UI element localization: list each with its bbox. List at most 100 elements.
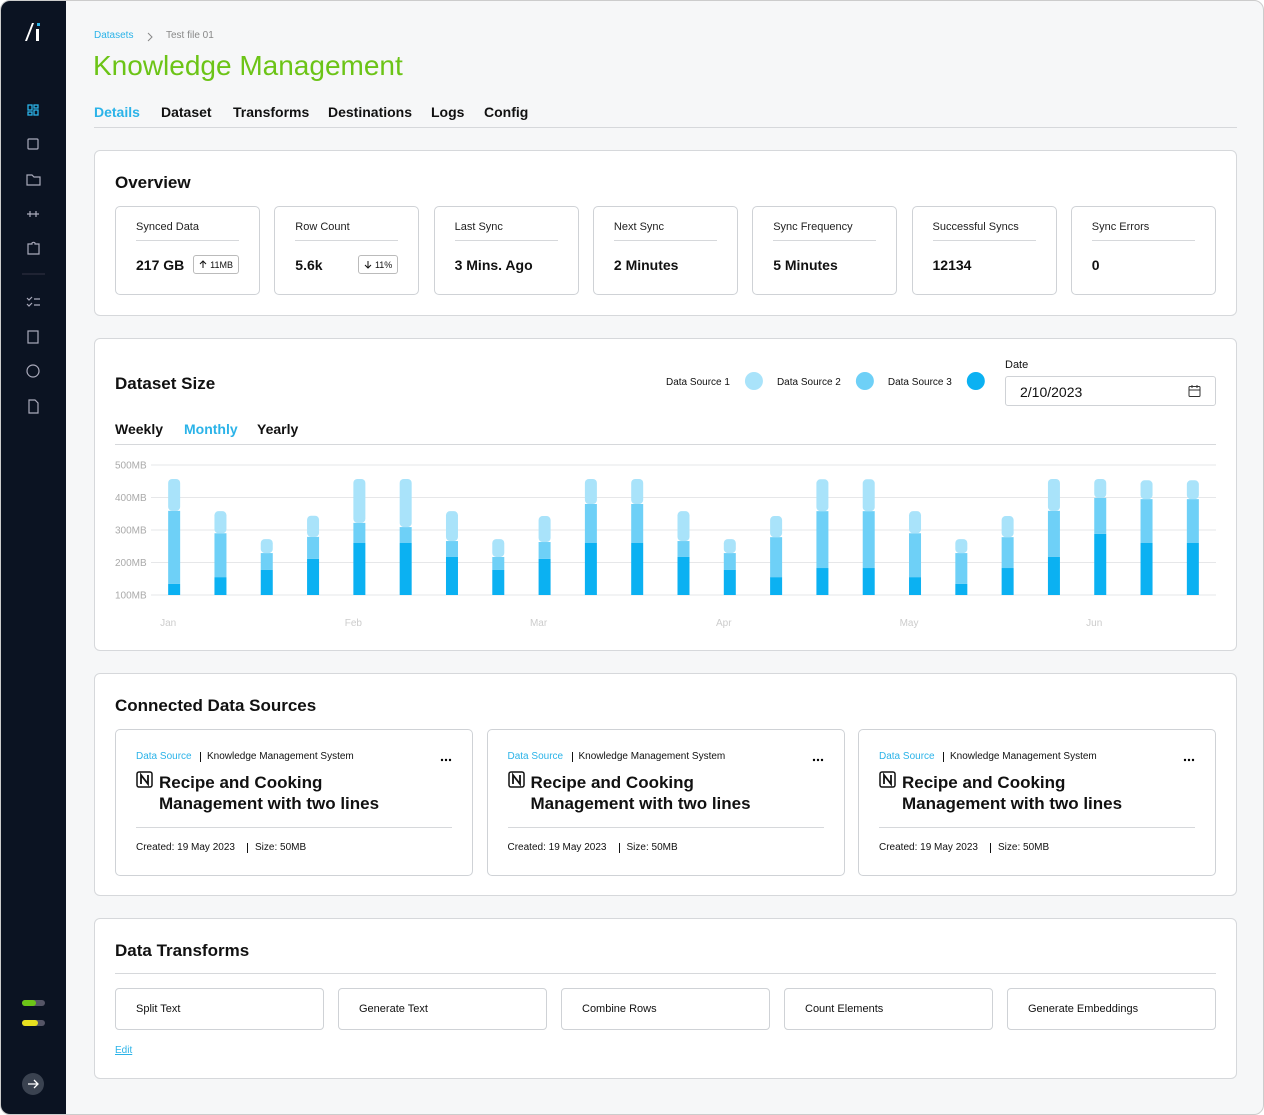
transform-chip[interactable]: Count Elements — [784, 988, 993, 1030]
tab[interactable]: Dataset — [161, 104, 212, 120]
page-title: Knowledge Management — [93, 50, 403, 81]
badge-text: 11% — [374, 259, 393, 270]
stat-rule — [932, 240, 1036, 241]
sources-card: Connected Data Sources Data Source Knowle… — [94, 673, 1237, 896]
stat-value: 2 Minutes — [613, 257, 679, 273]
stat-value: 5.6k — [295, 257, 323, 273]
source-name: Recipe and Cooking Management with two l… — [159, 773, 380, 813]
stat-label: Last Sync — [454, 221, 503, 233]
more-icon — [1183, 758, 1195, 762]
stat-value: 5 Minutes — [773, 257, 838, 273]
rule — [136, 827, 452, 828]
separator — [943, 752, 944, 762]
tab[interactable]: Logs — [431, 104, 465, 120]
stat-card: Next Sync 2 Minutes — [592, 206, 738, 295]
date-value: 2/10/2023 — [1020, 384, 1083, 400]
stat-card: Last Sync 3 Mins. Ago — [433, 206, 579, 295]
stat-card: Synced Data 217 GB 11MB — [115, 206, 260, 295]
stat-rule — [454, 240, 558, 241]
notion-icon — [507, 771, 526, 794]
separator — [571, 752, 573, 762]
separator — [247, 843, 248, 853]
arrow-up — [199, 260, 207, 268]
stat-rule — [613, 240, 717, 241]
more-menu[interactable] — [812, 750, 824, 768]
tab[interactable]: Destinations — [328, 104, 413, 120]
stat-card: Sync Frequency 5 Minutes — [752, 206, 898, 295]
source-card[interactable]: Data Source Knowledge Management System Re… — [486, 729, 845, 876]
more-menu[interactable] — [1183, 750, 1195, 768]
nav-tasks[interactable] — [26, 296, 40, 307]
source-size: Size: 50MB — [626, 842, 678, 853]
transform-chip[interactable]: Generate Text — [338, 988, 547, 1030]
period-tab[interactable]: Yearly — [257, 421, 299, 437]
nav-list[interactable] — [27, 330, 39, 344]
source-type: Data Source — [136, 751, 192, 762]
arrow-down — [364, 261, 372, 269]
toggle-fill — [22, 1020, 38, 1026]
stat-value: 0 — [1091, 257, 1100, 273]
source-created: Created: 19 May 2023 — [136, 842, 235, 853]
logo — [25, 23, 39, 41]
tab-active[interactable]: Details — [94, 104, 140, 120]
sidebar-icons — [22, 23, 45, 1095]
more-menu[interactable] — [440, 750, 452, 768]
more-icon — [440, 758, 452, 762]
arrow-icon — [28, 1079, 39, 1089]
more-icon — [812, 758, 823, 762]
nav-dashboard[interactable] — [27, 104, 39, 116]
date-label: Date — [1005, 359, 1029, 371]
nav-grid[interactable] — [27, 138, 39, 150]
chart-title: Dataset Size — [115, 374, 216, 393]
stat-value: 12134 — [932, 257, 972, 273]
separator — [200, 752, 201, 762]
nav-pipeline[interactable] — [27, 211, 39, 217]
source-card[interactable]: Data Source Knowledge Management System Re… — [115, 729, 473, 876]
source-size: Size: 50MB — [998, 842, 1050, 853]
separator — [990, 843, 991, 853]
separator — [618, 843, 620, 853]
period-tab-active[interactable]: Monthly — [184, 421, 238, 437]
nav-doc[interactable] — [28, 399, 39, 414]
dataset-size-card: Dataset Size Date 2/10/2023 Weekly Month… — [94, 338, 1237, 651]
source-name: Recipe and Cooking Management with two l… — [902, 773, 1123, 813]
calendar-icon — [1188, 385, 1201, 397]
date-input[interactable]: 2/10/2023 — [1005, 376, 1216, 406]
stat-label: Sync Frequency — [773, 221, 853, 233]
tab[interactable]: Transforms — [233, 104, 310, 120]
stat-card: Successful Syncs 12134 — [911, 206, 1057, 295]
notion-icon — [136, 771, 154, 794]
tab-rule — [94, 127, 1237, 128]
period-tab[interactable]: Weekly — [115, 421, 163, 437]
stat-badge: 11% — [357, 255, 399, 274]
source-card[interactable]: Data Source Knowledge Management System Re… — [858, 729, 1216, 876]
logo-dot — [37, 23, 40, 26]
transform-chip[interactable]: Split Text — [115, 988, 324, 1030]
edit-link[interactable]: Edit — [115, 1045, 133, 1056]
nav-plugin[interactable] — [27, 241, 40, 255]
tab[interactable]: Config — [484, 104, 529, 120]
stat-label: Synced Data — [136, 221, 199, 233]
section-title: Overview — [115, 173, 191, 192]
stat-label: Row Count — [295, 221, 350, 233]
breadcrumb-link[interactable]: Datasets — [94, 30, 134, 41]
stat-value: 3 Mins. Ago — [454, 257, 533, 273]
breadcrumb-current: Test file 01 — [166, 30, 214, 41]
transform-chip[interactable]: Combine Rows — [561, 988, 770, 1030]
stat-rule — [773, 240, 877, 241]
source-size: Size: 50MB — [255, 842, 307, 853]
rule — [507, 827, 824, 828]
rule — [879, 827, 1195, 828]
sidebar — [1, 1, 66, 1114]
source-system: Knowledge Management System — [578, 751, 726, 762]
source-system: Knowledge Management System — [950, 751, 1097, 762]
transform-chip[interactable]: Generate Embeddings — [1007, 988, 1216, 1030]
source-system: Knowledge Management System — [207, 751, 354, 762]
nav-folder[interactable] — [26, 174, 41, 186]
nav-support[interactable] — [26, 364, 40, 378]
source-name: Recipe and Cooking Management with two l… — [530, 773, 751, 813]
source-created: Created: 19 May 2023 — [879, 842, 978, 853]
period-rule — [115, 444, 1216, 445]
toggle-fill — [22, 1000, 36, 1006]
